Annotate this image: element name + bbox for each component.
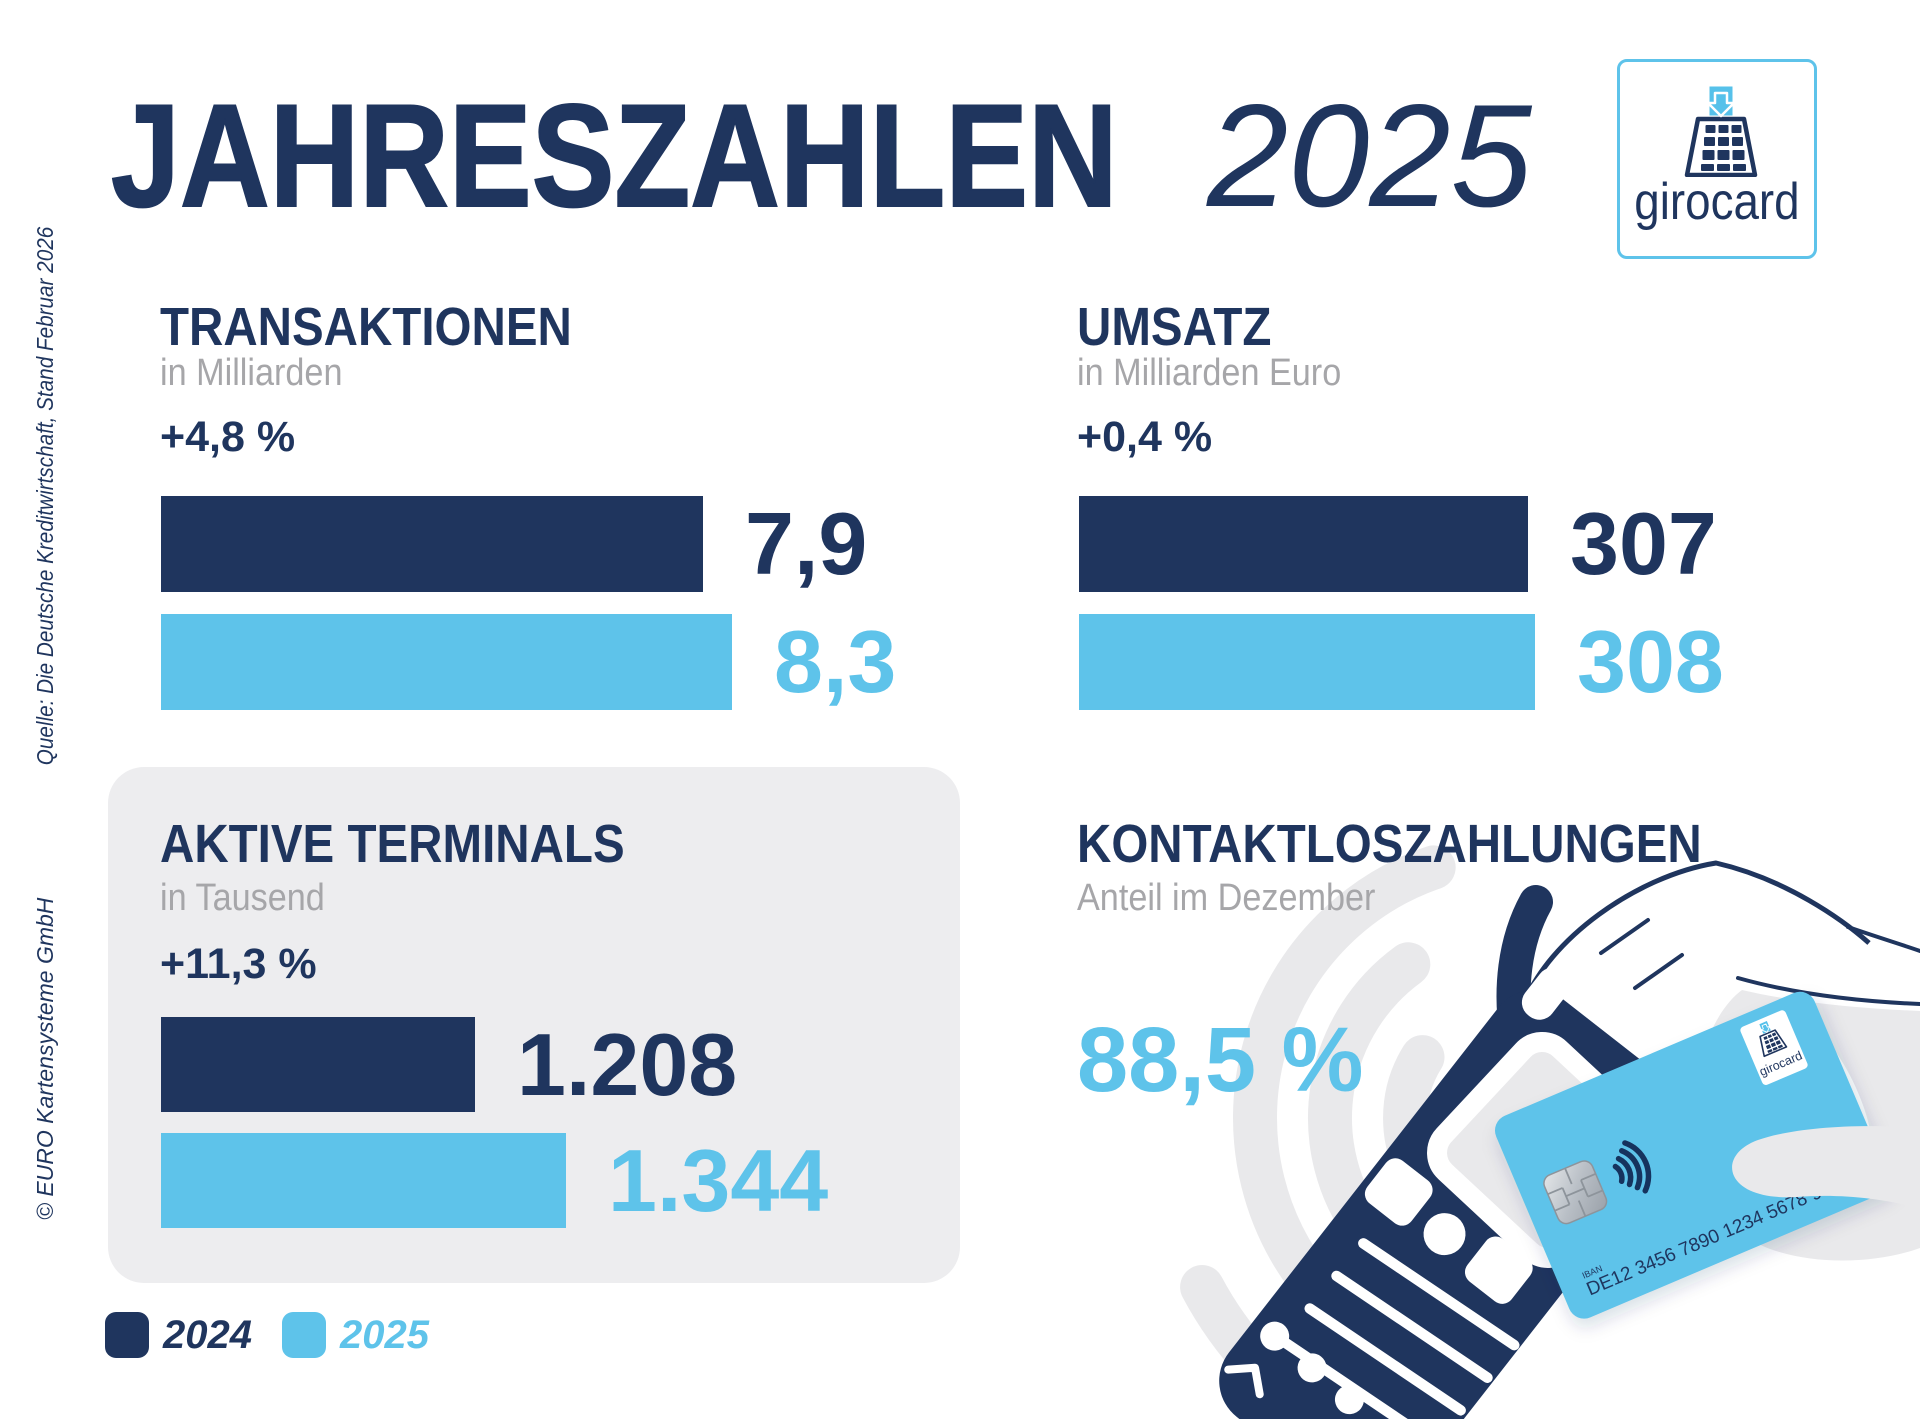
copyright-note: © EURO Kartensysteme GmbH [32, 897, 58, 1220]
section-change-transaktionen: +4,8 % [160, 413, 296, 461]
section-change-umsatz: +0,4 % [1077, 413, 1213, 461]
legend-label-2025: 2025 [339, 1313, 429, 1357]
legend-item-2025: 2025 [281, 1312, 429, 1358]
legend-swatch-2025 [281, 1312, 326, 1358]
kontaktlos-share-value: 88,5 % [1077, 1009, 1364, 1111]
bar-value-terminals-2025: 1.344 [608, 1130, 829, 1230]
legend-label-2024: 2024 [163, 1313, 252, 1357]
bar-row-terminals-2024: 1.208 [161, 1017, 737, 1112]
bar-transaktionen-2024 [161, 496, 703, 592]
section-subtitle-umsatz: in Milliarden Euro [1077, 352, 1342, 394]
finger-crease-1 [1846, 925, 1920, 953]
section-subtitle-transaktionen: in Milliarden [160, 352, 343, 394]
bar-value-umsatz-2024: 307 [1570, 494, 1717, 593]
bar-row-transaktionen-2024: 7,9 [161, 496, 867, 592]
girocard-terminal-icon [1681, 83, 1759, 177]
section-subtitle-kontaktlos: Anteil im Dezember [1077, 877, 1376, 919]
bar-row-terminals-2025: 1.344 [161, 1133, 828, 1228]
bar-value-transaktionen-2024: 7,9 [745, 494, 868, 593]
legend-swatch-2024 [105, 1312, 149, 1358]
finger-crease-2 [1736, 976, 1920, 1006]
title-year: 2025 [1207, 74, 1532, 237]
section-title-terminals: AKTIVE TERMINALS [160, 814, 625, 874]
section-title-umsatz: UMSATZ [1077, 297, 1272, 357]
section-change-terminals: +11,3 % [160, 940, 317, 988]
bar-row-umsatz-2025: 308 [1079, 614, 1724, 710]
source-note: Quelle: Die Deutsche Kreditwirtschaft, S… [32, 226, 58, 766]
girocard-logo-word: girocard [1634, 173, 1800, 231]
legend-item-2024: 2024 [105, 1312, 252, 1358]
bar-row-transaktionen-2025: 8,3 [161, 614, 896, 710]
girocard-logo: girocard [1617, 59, 1817, 259]
bar-row-umsatz-2024: 307 [1079, 496, 1717, 592]
section-subtitle-terminals: in Tausend [160, 877, 325, 919]
bar-value-umsatz-2025: 308 [1577, 612, 1724, 711]
page-title: JAHRESZAHLEN 2025 [110, 74, 1532, 237]
bar-terminals-2024 [161, 1017, 475, 1112]
title-main: JAHRESZAHLEN [110, 74, 1118, 237]
section-title-transaktionen: TRANSAKTIONEN [160, 297, 572, 357]
bar-terminals-2025 [161, 1133, 566, 1228]
bar-value-transaktionen-2025: 8,3 [774, 612, 897, 711]
bar-umsatz-2025 [1079, 614, 1535, 710]
bar-umsatz-2024 [1079, 496, 1528, 592]
legend: 2024 2025 [105, 1312, 429, 1358]
bar-transaktionen-2025 [161, 614, 732, 710]
card-chip [1543, 1160, 1608, 1225]
bar-value-terminals-2024: 1.208 [517, 1014, 738, 1114]
thumb [1732, 1126, 1920, 1209]
section-title-kontaktlos: KONTAKTLOSZAHLUNGEN [1077, 814, 1702, 874]
contactless-illustration: IBAN DE12 3456 7890 1234 5678 90 girocar… [1180, 845, 1920, 1419]
card-contactless-icon [1612, 1140, 1652, 1194]
